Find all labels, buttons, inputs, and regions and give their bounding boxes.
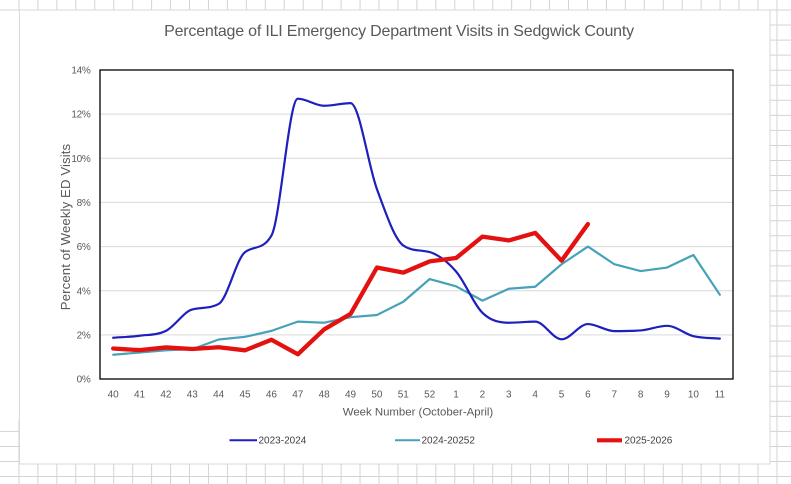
svg-text:47: 47 (292, 390, 304, 401)
svg-text:5: 5 (559, 390, 565, 401)
svg-text:46: 46 (266, 390, 278, 401)
svg-text:Week Number (October-April): Week Number (October-April) (343, 407, 494, 419)
svg-text:8: 8 (638, 390, 644, 401)
svg-text:2024-20252: 2024-20252 (422, 436, 476, 447)
svg-text:10%: 10% (71, 154, 91, 165)
svg-text:Percent of Weekly ED Visits: Percent of Weekly ED Visits (58, 144, 73, 311)
svg-text:12%: 12% (71, 110, 91, 121)
svg-text:49: 49 (345, 390, 357, 401)
svg-text:2%: 2% (77, 330, 91, 341)
svg-text:3: 3 (506, 390, 512, 401)
svg-text:43: 43 (187, 390, 199, 401)
svg-text:44: 44 (213, 390, 225, 401)
svg-text:6: 6 (585, 390, 591, 401)
svg-text:41: 41 (134, 390, 146, 401)
svg-text:48: 48 (319, 390, 331, 401)
svg-text:11: 11 (715, 390, 726, 401)
svg-text:40: 40 (108, 390, 120, 401)
svg-text:7: 7 (612, 390, 618, 401)
svg-text:4: 4 (532, 390, 538, 401)
svg-text:8%: 8% (77, 198, 91, 209)
svg-text:45: 45 (239, 390, 251, 401)
svg-text:52: 52 (424, 390, 436, 401)
svg-text:2023-2024: 2023-2024 (259, 436, 307, 447)
svg-text:9: 9 (664, 390, 670, 401)
svg-text:4%: 4% (77, 286, 91, 297)
svg-text:42: 42 (160, 390, 172, 401)
svg-text:14%: 14% (71, 66, 91, 77)
svg-text:50: 50 (371, 390, 383, 401)
svg-text:0%: 0% (77, 375, 91, 386)
svg-text:Percentage of ILI Emergency De: Percentage of ILI Emergency Department V… (164, 23, 634, 40)
svg-text:6%: 6% (77, 242, 91, 253)
svg-text:2: 2 (480, 390, 486, 401)
svg-text:10: 10 (688, 390, 700, 401)
svg-text:2025-2026: 2025-2026 (625, 436, 673, 447)
svg-text:1: 1 (453, 390, 459, 401)
svg-text:51: 51 (398, 390, 410, 401)
